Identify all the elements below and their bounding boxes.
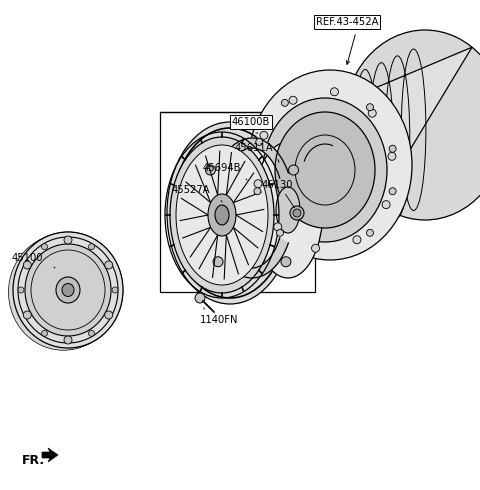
Ellipse shape xyxy=(13,232,123,348)
Circle shape xyxy=(353,236,361,244)
Text: 1140FN: 1140FN xyxy=(200,315,239,325)
Circle shape xyxy=(388,152,396,160)
Circle shape xyxy=(289,96,297,104)
Ellipse shape xyxy=(263,98,387,242)
Circle shape xyxy=(205,165,216,175)
Circle shape xyxy=(290,206,304,220)
Circle shape xyxy=(88,244,95,250)
Circle shape xyxy=(389,188,396,195)
Ellipse shape xyxy=(248,70,412,260)
Text: FR.: FR. xyxy=(22,454,45,466)
Ellipse shape xyxy=(170,137,274,293)
Circle shape xyxy=(367,104,373,111)
Text: 45100: 45100 xyxy=(12,253,44,263)
Ellipse shape xyxy=(275,112,375,228)
Circle shape xyxy=(88,330,95,336)
Circle shape xyxy=(276,229,284,236)
Text: 46130: 46130 xyxy=(262,180,293,190)
Circle shape xyxy=(24,261,31,269)
Ellipse shape xyxy=(343,30,480,220)
Text: 46100B: 46100B xyxy=(232,117,270,127)
Circle shape xyxy=(389,145,396,152)
Circle shape xyxy=(293,209,301,217)
Ellipse shape xyxy=(9,234,119,350)
Ellipse shape xyxy=(12,233,121,349)
Circle shape xyxy=(274,223,282,231)
Text: 45694B: 45694B xyxy=(203,163,241,173)
Circle shape xyxy=(254,180,262,188)
Polygon shape xyxy=(42,448,58,462)
Circle shape xyxy=(312,244,320,252)
Circle shape xyxy=(105,311,113,319)
Text: 45527A: 45527A xyxy=(172,185,211,195)
Circle shape xyxy=(367,229,373,236)
Circle shape xyxy=(24,311,31,319)
Circle shape xyxy=(213,257,223,267)
Circle shape xyxy=(41,330,48,336)
Circle shape xyxy=(281,99,288,106)
Circle shape xyxy=(105,261,113,269)
Ellipse shape xyxy=(62,284,74,296)
Circle shape xyxy=(64,236,72,244)
Ellipse shape xyxy=(10,234,120,349)
Ellipse shape xyxy=(276,187,300,233)
Text: 45611A: 45611A xyxy=(235,143,274,153)
Circle shape xyxy=(288,165,299,175)
Circle shape xyxy=(112,287,118,293)
Ellipse shape xyxy=(13,232,123,348)
Circle shape xyxy=(260,131,268,139)
Circle shape xyxy=(254,188,261,195)
Circle shape xyxy=(256,139,263,146)
Polygon shape xyxy=(210,138,288,278)
Circle shape xyxy=(368,109,376,117)
Ellipse shape xyxy=(215,205,229,225)
Circle shape xyxy=(64,336,72,344)
Ellipse shape xyxy=(176,145,268,285)
Ellipse shape xyxy=(208,194,236,236)
Circle shape xyxy=(41,244,48,250)
Polygon shape xyxy=(283,47,472,243)
Ellipse shape xyxy=(56,277,80,303)
Circle shape xyxy=(195,293,205,303)
Circle shape xyxy=(330,88,338,96)
Text: REF.43-452A: REF.43-452A xyxy=(316,17,379,27)
Ellipse shape xyxy=(25,244,111,336)
Circle shape xyxy=(18,287,24,293)
Ellipse shape xyxy=(167,122,293,304)
Circle shape xyxy=(382,200,390,209)
Circle shape xyxy=(281,257,291,267)
Ellipse shape xyxy=(253,142,323,278)
